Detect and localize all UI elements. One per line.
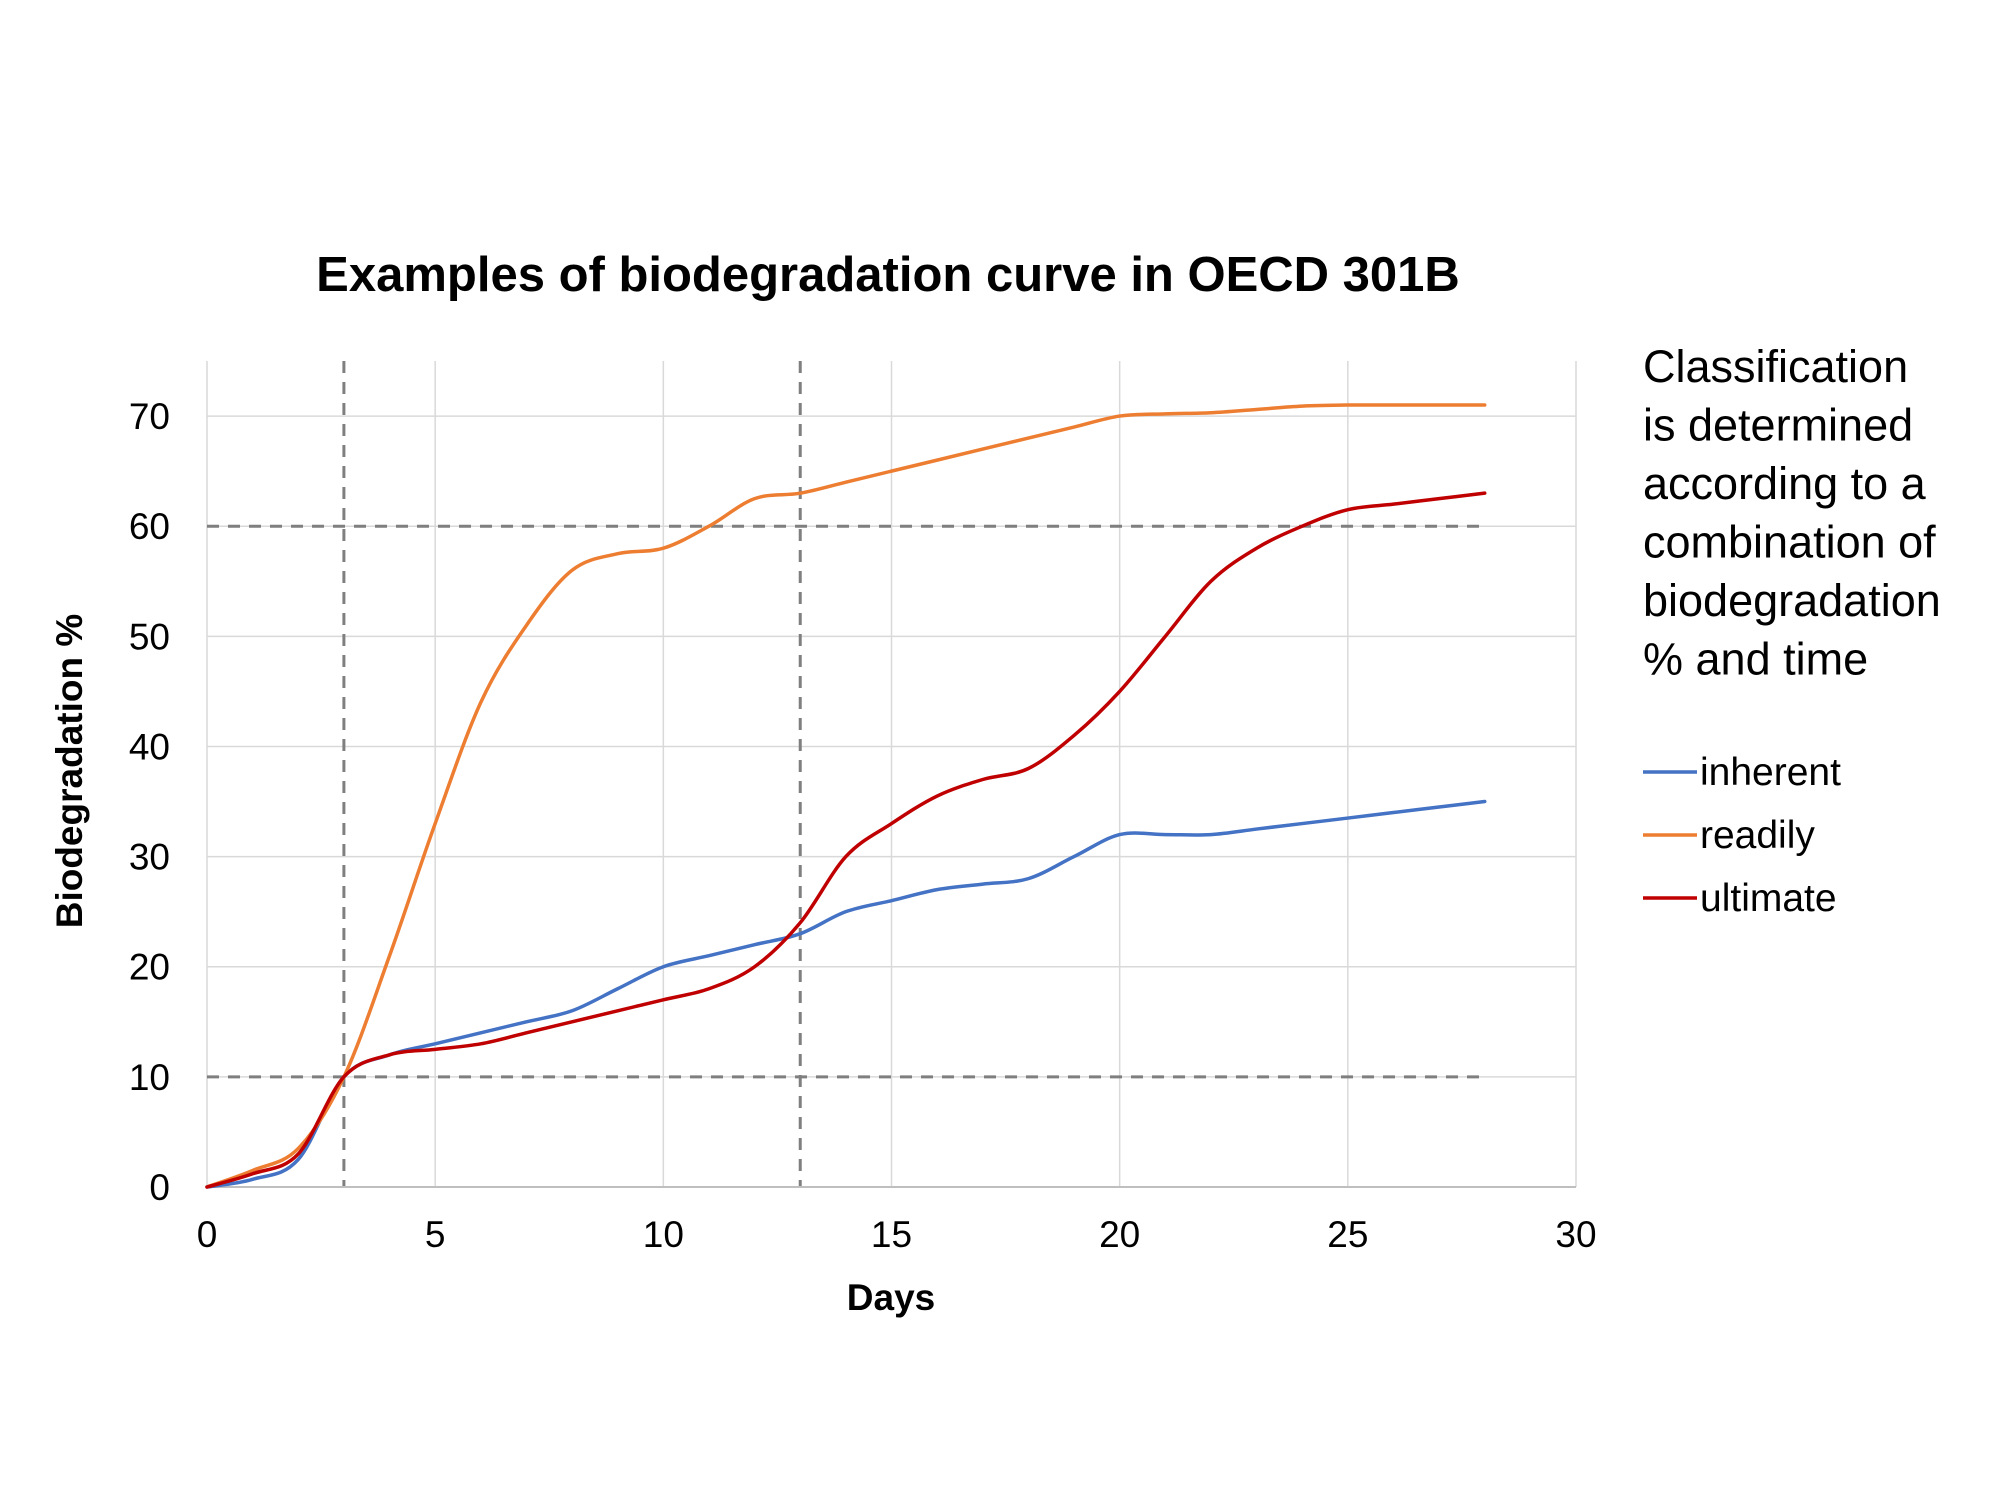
legend: inherent readily ultimate <box>1643 751 1841 920</box>
note-line: according to a <box>1643 458 1927 509</box>
gridlines <box>206 361 1577 1188</box>
x-axis-title: Days <box>847 1277 935 1318</box>
note-line: biodegradation <box>1643 575 1941 626</box>
series-line-inherent <box>205 799 1487 1189</box>
note-line: combination of <box>1643 517 1936 568</box>
x-tick-label: 0 <box>197 1214 218 1255</box>
legend-label-ultimate: ultimate <box>1700 877 1837 920</box>
x-tick-label: 20 <box>1099 1214 1140 1255</box>
note-line: Classification <box>1643 341 1908 392</box>
x-tick-label: 25 <box>1327 1214 1368 1255</box>
legend-label-inherent: inherent <box>1700 751 1841 794</box>
y-axis-title: Biodegradation % <box>49 614 90 929</box>
reference-lines <box>207 361 1485 1187</box>
series-lines <box>205 403 1487 1189</box>
y-tick-label: 30 <box>129 837 170 878</box>
chart-title: Examples of biodegradation curve in OECD… <box>316 248 1460 302</box>
axes: 0 5 10 15 20 25 30 0 10 20 30 40 50 60 70 <box>129 396 1597 1255</box>
legend-label-readily: readily <box>1700 814 1815 857</box>
y-tick-label: 50 <box>129 616 170 657</box>
x-tick-label: 10 <box>643 1214 684 1255</box>
x-tick-label: 15 <box>871 1214 912 1255</box>
classification-note: Classification is determined according to … <box>1643 341 1941 685</box>
y-tick-label: 10 <box>129 1057 170 1098</box>
y-tick-label: 20 <box>129 947 170 988</box>
y-tick-label: 60 <box>129 506 170 547</box>
series-line-readily <box>205 403 1487 1189</box>
y-tick-label: 0 <box>149 1167 170 1208</box>
x-tick-label: 30 <box>1555 1214 1596 1255</box>
y-tick-label: 70 <box>129 396 170 437</box>
note-line: % and time <box>1643 634 1868 685</box>
note-line: is determined <box>1643 400 1913 451</box>
series-line-ultimate <box>205 491 1487 1189</box>
y-tick-label: 40 <box>129 726 170 767</box>
x-tick-label: 5 <box>425 1214 446 1255</box>
